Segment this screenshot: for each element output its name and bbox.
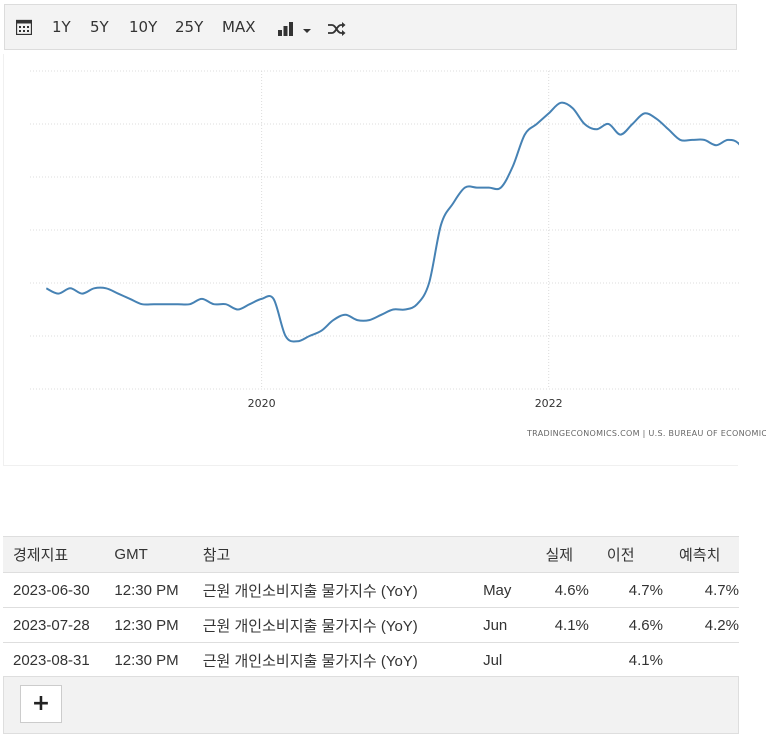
row-actual: 4.1%	[533, 607, 589, 643]
row-time: 12:30 PM	[114, 572, 203, 608]
row-reference-link[interactable]: 근원 개인소비지출 물가지수 (YoY)	[202, 572, 484, 608]
row-previous: 4.6%	[588, 607, 663, 643]
header-gmt: GMT	[114, 536, 203, 573]
table-row: 2023-07-28 12:30 PM 근원 개인소비지출 물가지수 (YoY)…	[3, 607, 739, 643]
row-reference-link[interactable]: 근원 개인소비지출 물가지수 (YoY)	[202, 642, 484, 678]
row-actual: 4.6%	[533, 572, 589, 608]
row-forecast: 4.2%	[663, 607, 739, 643]
row-period: May	[483, 572, 534, 608]
row-date: 2023-07-28	[3, 607, 115, 643]
add-button[interactable]: +	[20, 685, 62, 723]
row-period: Jun	[483, 607, 534, 643]
bar-chart-icon[interactable]	[278, 22, 294, 36]
row-date: 2023-08-31	[3, 642, 115, 678]
row-actual	[533, 642, 589, 678]
row-time: 12:30 PM	[114, 607, 203, 643]
table-row: 2023-08-31 12:30 PM 근원 개인소비지출 물가지수 (YoY)…	[3, 642, 739, 678]
table-header-row: 경제지표 GMT 참고 실제 이전 예측치	[3, 536, 739, 573]
x-tick-label: 2020	[248, 397, 276, 410]
row-previous: 4.7%	[588, 572, 663, 608]
row-forecast: 4.7%	[663, 572, 739, 608]
header-actual: 실제	[533, 536, 589, 573]
row-time: 12:30 PM	[114, 642, 203, 678]
header-period	[483, 536, 534, 573]
header-forecast: 예측치	[663, 536, 739, 573]
header-reference: 참고	[202, 536, 484, 573]
header-previous: 이전	[588, 536, 663, 573]
chevron-down-icon[interactable]	[303, 29, 311, 33]
range-10y-button[interactable]: 10Y	[129, 18, 158, 36]
row-date: 2023-06-30	[3, 572, 115, 608]
row-period: Jul	[483, 642, 534, 678]
series-line	[45, 101, 739, 343]
header-date: 경제지표	[3, 536, 115, 573]
row-reference-link[interactable]: 근원 개인소비지출 물가지수 (YoY)	[202, 607, 484, 643]
table-row: 2023-06-30 12:30 PM 근원 개인소비지출 물가지수 (YoY)…	[3, 572, 739, 608]
shuffle-icon[interactable]	[328, 22, 346, 36]
range-max-button[interactable]: MAX	[222, 18, 256, 36]
calendar-table: 경제지표 GMT 참고 실제 이전 예측치 2023-06-30 12:30 P…	[3, 536, 739, 678]
row-previous: 4.1%	[588, 642, 663, 678]
range-1y-button[interactable]: 1Y	[52, 18, 71, 36]
chart-area: 2020 2022	[3, 54, 739, 466]
chart-toolbar: 1Y 5Y 10Y 25Y MAX	[4, 4, 737, 50]
range-5y-button[interactable]: 5Y	[90, 18, 109, 36]
chart-credit: TRADINGECONOMICS.COM | U.S. BUREAU OF EC…	[527, 429, 766, 438]
line-chart: 2020 2022	[30, 70, 739, 410]
range-25y-button[interactable]: 25Y	[175, 18, 204, 36]
add-row-area: +	[3, 676, 739, 734]
calendar-icon[interactable]	[16, 19, 32, 35]
row-forecast	[663, 642, 739, 678]
x-tick-label: 2022	[535, 397, 563, 410]
